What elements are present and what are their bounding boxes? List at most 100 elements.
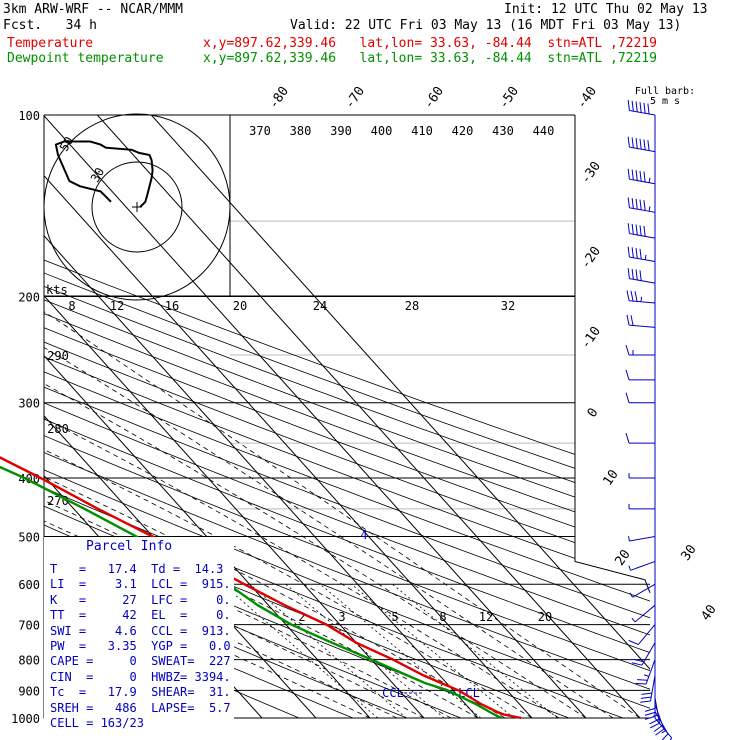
wind-barb-flag: [655, 728, 665, 736]
parcel-info-row: CIN = 0 HWBZ= 3394.: [50, 669, 231, 684]
temperature-tick-label: 40: [698, 602, 719, 623]
mixing-ratio-label: 12: [479, 610, 493, 624]
wind-barb-flag: [627, 246, 630, 258]
wind-barb-flag: [635, 138, 638, 149]
wind-barb-staff: [629, 146, 656, 153]
isotherm: [0, 115, 3, 731]
wind-speed-label: 16: [165, 299, 179, 313]
wind-barb-flag: [639, 199, 642, 210]
wind-barb-flag: [639, 138, 642, 150]
moist-adiabat: [44, 296, 614, 718]
temperature-tick-label: 10: [600, 467, 621, 488]
wind-barb-flag: [633, 658, 645, 663]
wind-barb-staff: [630, 560, 656, 571]
dry-adiabat: [44, 115, 650, 718]
wind-barb-half: [643, 674, 650, 677]
wind-barb-staff: [629, 300, 656, 304]
hodo-ring-inner: [91, 161, 183, 253]
mixing-ratio-label: 2: [298, 610, 305, 624]
wind-barb-flag: [630, 290, 634, 302]
wind-barb-staff: [632, 583, 656, 598]
plot-frame-right: [574, 115, 651, 593]
temperature-tick-label: 20: [612, 547, 633, 568]
wind-barb-flag: [631, 137, 634, 148]
dry-adiabat: [44, 115, 650, 718]
wind-barb-flag: [628, 639, 639, 645]
isotherm: [150, 115, 650, 718]
wind-barb-half: [644, 254, 647, 260]
wind-barbs: [625, 100, 673, 740]
wind-barb-half: [629, 592, 633, 598]
wind-barb-flag: [639, 270, 642, 281]
wind-barb-flag: [625, 392, 630, 403]
wind-barb-flag: [640, 696, 652, 699]
wind-barb-flag: [661, 733, 669, 740]
parcel-info-row: SREH = 486 LAPSE= 5.7: [50, 700, 231, 715]
wind-barb-flag: [635, 682, 647, 685]
chart-header: 3km ARW-WRF -- NCAR/MMM Init: 12 UTC Thu…: [0, 0, 740, 70]
temperature-tick-label: -50: [496, 84, 522, 112]
wind-speed-label: 8: [68, 299, 75, 313]
temperature-tick-label: -70: [342, 84, 368, 112]
dry-adiabat: [44, 115, 650, 718]
theta-label: 370: [249, 124, 271, 138]
dry-adiabat: [44, 115, 650, 718]
moist-adiabat: [44, 427, 452, 718]
wind-barb-staff: [629, 207, 656, 213]
wind-barb-flag: [627, 168, 630, 180]
wind-speed-label: 24: [313, 299, 327, 313]
parcel-info-row: CELL = 163/23: [50, 716, 144, 730]
wind-barb-half: [648, 206, 651, 212]
dewpoint-line: [0, 465, 502, 720]
wind-barb-flag: [631, 100, 634, 112]
wind-barb-flag: [635, 198, 638, 210]
wind-barb-flag: [639, 102, 642, 113]
wind-barb-half: [631, 617, 636, 623]
wind-barb-staff: [641, 642, 656, 666]
pressure-tick-label: 200: [18, 291, 40, 305]
wind-barb-half: [628, 535, 630, 542]
wind-barb-flag: [644, 707, 656, 712]
isotherm: [44, 115, 598, 718]
model-title: 3km ARW-WRF -- NCAR/MMM: [3, 2, 184, 17]
hodograph: 50 30 kts: [43, 113, 575, 301]
temperature-tick-label: -60: [421, 84, 447, 112]
wind-barb-flag: [634, 291, 638, 302]
theta-label: 440: [533, 124, 555, 138]
temperature-tick-label: 30: [678, 542, 699, 563]
wind-barb-flag: [625, 344, 630, 356]
wind-barb-flag: [627, 136, 630, 148]
wind-barb-flag: [637, 679, 648, 681]
wind-barb-flag: [643, 139, 646, 150]
wind-barb-flag: [641, 692, 652, 695]
dry-adiabat: [44, 115, 650, 718]
temperature-location: x,y=897.62,339.46 lat,lon= 33.63, -84.44…: [203, 36, 657, 51]
parcel-info-panel: Parcel Info T = 17.4 Td = 14.3 LI = 3.1 L…: [44, 537, 234, 737]
theta-label: 430: [492, 124, 514, 138]
pressure-tick-label: 700: [18, 619, 40, 633]
wind-barb-flag: [647, 140, 650, 151]
theta-label: 420: [452, 124, 474, 138]
wind-barb-flag: [627, 100, 630, 111]
dry-adiabat: [44, 115, 354, 718]
parcel-info-row: K = 27 LFC = 0.: [50, 592, 231, 607]
dry-adiabat: [44, 115, 650, 718]
wind-barb-flag: [625, 369, 630, 381]
wind-barb-flag: [627, 268, 630, 279]
dry-adiabat: [44, 115, 650, 718]
moist-adiabat: [44, 302, 533, 718]
isotherm: [44, 115, 382, 718]
wind-barb-staff: [629, 109, 656, 116]
wind-barb-staff: [629, 278, 656, 284]
wind-barb-flag: [640, 700, 651, 703]
wind-barb-flag: [669, 737, 673, 740]
parcel-info-row: LI = 3.1 LCL = 915.: [50, 577, 231, 592]
wind-barb-flag: [627, 197, 630, 208]
wind-speed-label: 20: [233, 299, 247, 313]
valid-time: Valid: 22 UTC Fri 03 May 13 (16 MDT Fri …: [290, 18, 682, 33]
temperature-tick-label: 0: [585, 405, 602, 420]
theta-label: 410: [411, 124, 433, 138]
wind-speed-label: 28: [405, 299, 419, 313]
ccl-label: CCL: [382, 686, 404, 700]
wind-speed-label: 12: [110, 299, 124, 313]
